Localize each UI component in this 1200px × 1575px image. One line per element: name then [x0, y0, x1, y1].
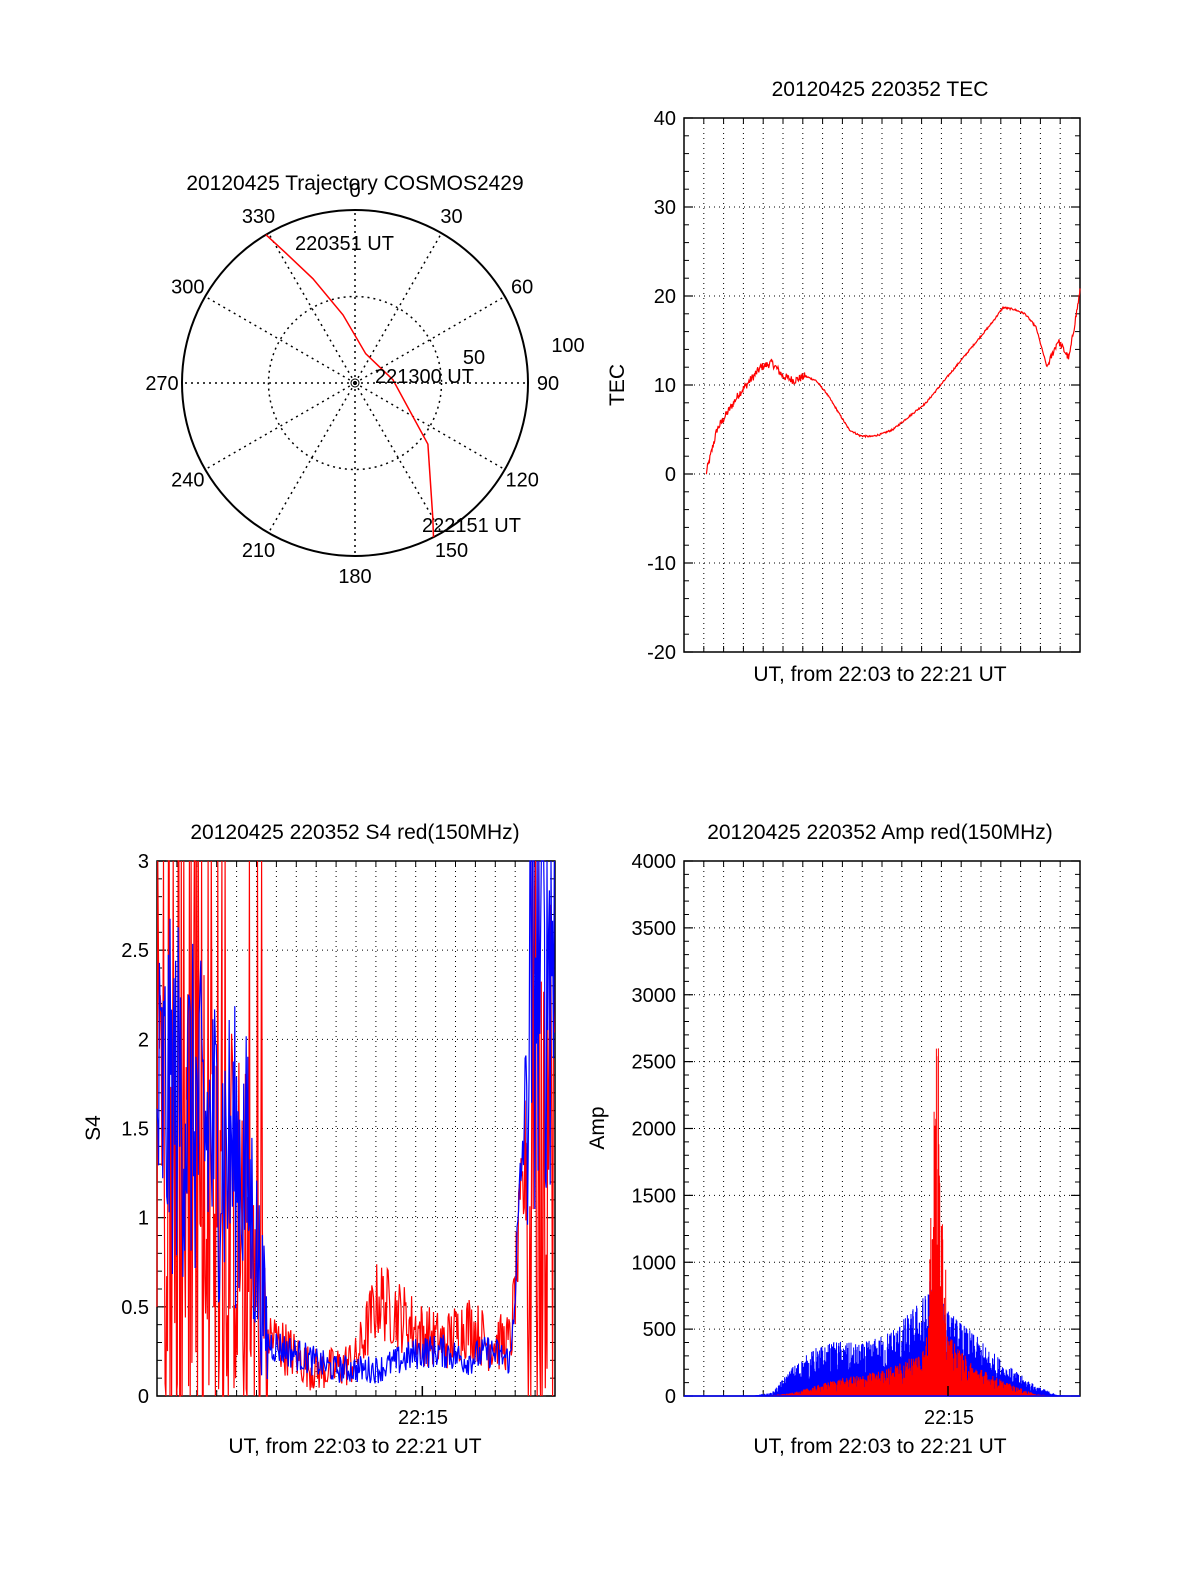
azimuth-label: 210 [242, 540, 275, 562]
azimuth-label: 240 [171, 470, 204, 492]
tec-frame [683, 117, 1081, 653]
s4-ytick-label: 3 [138, 851, 149, 873]
amp-ytick-label: 1000 [632, 1252, 677, 1274]
s4-ytick-label: 2 [138, 1029, 149, 1051]
trajectory-line [265, 234, 435, 538]
amp-xtick-label: 22:15 [924, 1407, 974, 1429]
azimuth-label: 330 [242, 206, 275, 228]
polar-spoke [354, 295, 506, 384]
azimuth-label: 90 [537, 373, 559, 395]
tec-ytick-label: 0 [665, 464, 676, 486]
polar-spoke [267, 382, 356, 534]
azimuth-label: 30 [440, 206, 462, 228]
polar-spoke [267, 232, 356, 384]
amp-ytick-label: 1500 [632, 1185, 677, 1207]
polar-spoke [354, 382, 443, 534]
azimuth-label: 0 [349, 180, 360, 202]
azimuth-label: 60 [511, 277, 533, 299]
trajectory-track [265, 234, 435, 538]
polar-grid-circle-50 [267, 295, 443, 471]
azimuth-label: 120 [505, 470, 538, 492]
tec-series-line [705, 288, 1081, 475]
tec-ytick-label: 10 [654, 375, 676, 397]
amp-ytick-label: 0 [665, 1386, 676, 1408]
tec-xlabel: UT, from 22:03 to 22:21 UT [753, 663, 1006, 686]
s4-panel: 20120425 220352 S4 red(150MHz) 22:15 UT,… [82, 821, 556, 1458]
tec-title: 20120425 220352 TEC [772, 78, 989, 101]
tec-ytick-label: 40 [654, 108, 676, 130]
s4-ytick-label: 2.5 [121, 940, 149, 962]
amp-ylabel: Amp [586, 1106, 609, 1149]
amp-ytick-label: 3500 [632, 918, 677, 940]
azimuth-label: 300 [171, 277, 204, 299]
s4-ytick-label: 0 [138, 1386, 149, 1408]
s4-ylabel: S4 [82, 1115, 105, 1141]
amp-red-series [751, 1048, 1058, 1396]
tec-ytick-label: 20 [654, 286, 676, 308]
amp-ytick-label: 2500 [632, 1052, 677, 1074]
end-time-label: 222151 UT [422, 515, 521, 537]
s4-xtick-label: 22:15 [398, 1407, 448, 1429]
polar-outer-circle [181, 209, 529, 557]
azimuth-label: 180 [338, 566, 371, 588]
mid-time-label: 221300 UT [375, 366, 474, 388]
s4-red-series [156, 860, 555, 1397]
trajectory-polar-plot: 20120425 Trajectory COSMOS2429 0 30 60 90 12… [145, 172, 584, 588]
s4-xlabel: UT, from 22:03 to 22:21 UT [228, 1435, 481, 1458]
azimuth-label: 150 [435, 540, 468, 562]
polar-spoke [354, 232, 443, 384]
azimuth-label: 270 [145, 373, 178, 395]
s4-blue-series [156, 860, 555, 1384]
s4-ytick-label: 0.5 [121, 1297, 149, 1319]
amp-ytick-label: 3000 [632, 985, 677, 1007]
s4-title: 20120425 220352 S4 red(150MHz) [190, 821, 519, 844]
s4-ytick-label: 1.5 [121, 1119, 149, 1141]
tec-ytick-label: -10 [647, 553, 676, 575]
s4-ytick-label: 1 [138, 1208, 149, 1230]
polar-spoke [204, 382, 356, 471]
polar-center [350, 378, 360, 388]
tec-ytick-label: 30 [654, 197, 676, 219]
amp-ytick-label: 2000 [632, 1119, 677, 1141]
amp-panel: 20120425 220352 Amp red(150MHz) 22:15 UT… [586, 821, 1081, 1458]
start-time-label: 220351 UT [295, 233, 394, 255]
tec-panel: 20120425 220352 TEC UT, from 22:03 to 22… [606, 78, 1081, 686]
amp-ytick-label: 4000 [632, 851, 677, 873]
polar-spoke [204, 295, 356, 384]
tec-ylabel: TEC [606, 364, 629, 406]
polar-spoke [354, 382, 506, 471]
amp-xlabel: UT, from 22:03 to 22:21 UT [753, 1435, 1006, 1458]
amp-title: 20120425 220352 Amp red(150MHz) [707, 821, 1053, 844]
amp-ytick-label: 500 [643, 1319, 676, 1341]
polar-grid: 0 30 60 90 120 150 180 210 240 270 300 330 [145, 180, 559, 588]
radius-label-100: 100 [551, 335, 584, 357]
tec-ytick-label: -20 [647, 642, 676, 664]
radius-label-50: 50 [463, 347, 485, 369]
polar-title: 20120425 Trajectory COSMOS2429 [186, 172, 523, 195]
